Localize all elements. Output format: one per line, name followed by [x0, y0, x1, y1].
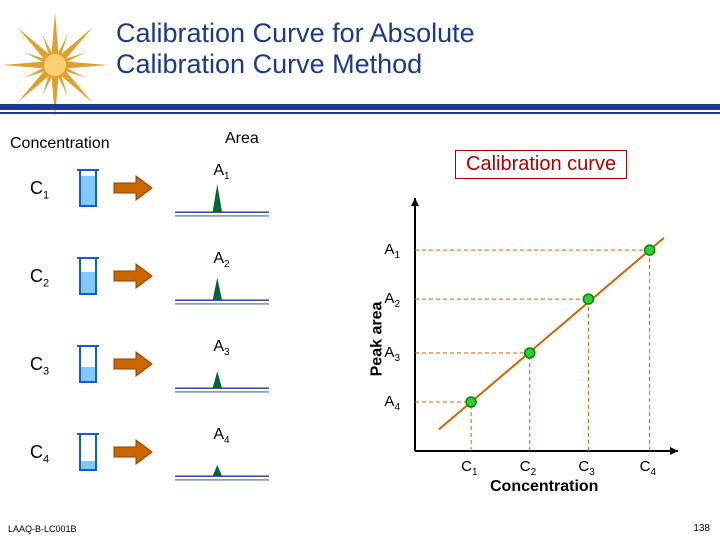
c-label: C4 — [30, 442, 64, 466]
vial-icon — [74, 342, 102, 391]
arrow-icon — [112, 438, 154, 471]
arrow-icon — [112, 174, 154, 207]
calibration-plot: Calibration curve Peak area Concentratio… — [370, 150, 700, 510]
sample-row: C1 A1 — [30, 162, 279, 218]
x-tick: C3 — [578, 458, 594, 478]
chromatogram: A1 — [164, 162, 279, 218]
y-tick: A4 — [372, 393, 400, 413]
slide-title: Calibration Curve for Absolute Calibrati… — [116, 18, 475, 80]
sample-row: C2 A2 — [30, 250, 279, 306]
rule-thin — [0, 112, 720, 114]
title-line-1: Calibration Curve for Absolute — [116, 18, 475, 49]
c-label: C3 — [30, 354, 64, 378]
chromatogram: A4 — [164, 426, 279, 482]
arrow-icon — [112, 262, 154, 295]
chromatogram: A3 — [164, 338, 279, 394]
y-tick: A2 — [372, 290, 400, 310]
plot-svg — [400, 186, 690, 476]
y-tick: A3 — [372, 344, 400, 364]
sample-row: C4 A4 — [30, 426, 279, 482]
footer-code: LAAQ-B-LC001B — [8, 524, 77, 534]
arrow-icon — [112, 350, 154, 383]
area-label: Area — [225, 130, 259, 148]
c-label: C2 — [30, 266, 64, 290]
vial-icon — [74, 430, 102, 479]
x-tick: C1 — [461, 458, 477, 478]
x-tick: C4 — [640, 458, 656, 478]
a-label: A2 — [213, 250, 229, 270]
concentration-label: Concentration — [10, 135, 110, 153]
x-tick: C2 — [520, 458, 536, 478]
y-axis-title: Peak area — [368, 302, 386, 377]
x-axis-title: Concentration — [490, 478, 598, 496]
chromatogram: A2 — [164, 250, 279, 306]
c-label: C1 — [30, 178, 64, 202]
title-line-2: Calibration Curve Method — [116, 49, 475, 80]
sample-row: C3 A3 — [30, 338, 279, 394]
vial-icon — [74, 254, 102, 303]
a-label: A1 — [213, 162, 229, 182]
vial-icon — [74, 166, 102, 215]
rule-thick — [0, 104, 720, 110]
page-number: 138 — [693, 523, 710, 534]
calibration-title: Calibration curve — [455, 150, 627, 179]
y-tick: A1 — [372, 241, 400, 261]
a-label: A4 — [213, 426, 229, 446]
a-label: A3 — [213, 338, 229, 358]
